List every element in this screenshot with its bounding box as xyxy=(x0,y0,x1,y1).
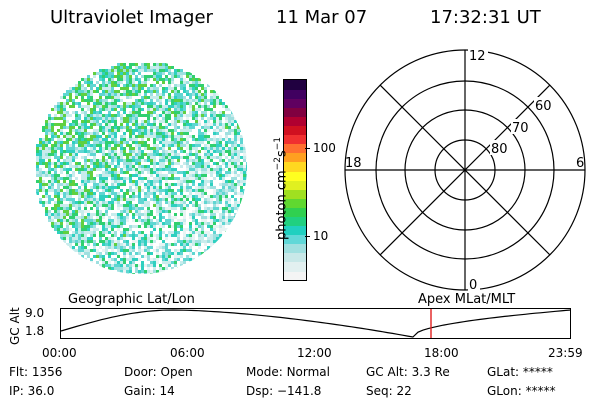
door-status: Door: Open xyxy=(124,365,193,379)
timeline-y-top: 9.0 xyxy=(25,306,45,320)
ip-value: 36.0 xyxy=(27,384,55,398)
gcalt-value: 3.3 Re xyxy=(411,365,450,379)
colorbar-segment xyxy=(284,116,306,127)
flt-label: Flt: xyxy=(9,365,28,379)
glat-label: GLat: xyxy=(487,365,520,379)
color-bar xyxy=(283,79,307,281)
apex-coord-label: Apex MLat/MLT xyxy=(418,292,516,307)
uv-image-disk xyxy=(33,60,247,274)
date-label: 11 Mar 07 xyxy=(276,7,368,28)
unit-text-s: s xyxy=(274,150,290,158)
polar-mlat-mlt-grid: 12 0 18 6 60 70 80 xyxy=(344,47,586,293)
mlat-label-60: 60 xyxy=(535,99,552,114)
gain-value: 14 xyxy=(159,384,175,398)
colorbar-segment xyxy=(284,134,306,145)
gcalt-label: GC Alt: xyxy=(366,365,408,379)
colorbar-segment xyxy=(284,270,306,280)
time-tick-2359: 23:59 xyxy=(548,346,583,360)
colorbar-segment xyxy=(284,252,306,263)
mode-label: Mode: xyxy=(246,365,283,379)
colorbar-unit-label: photon cm−2s−1 xyxy=(273,137,289,240)
colorbar-segment xyxy=(284,216,306,227)
glon-label: GLon: xyxy=(487,384,522,398)
mlt-label-12: 12 xyxy=(469,49,486,64)
gain-status: Gain: 14 xyxy=(124,384,175,398)
ip-status: IP: 36.0 xyxy=(9,384,54,398)
colorbar-segment xyxy=(284,89,306,99)
colorbar-segment xyxy=(284,234,306,245)
colorbar-segment xyxy=(284,107,306,117)
geographic-coord-label: Geographic Lat/Lon xyxy=(68,292,195,307)
mode-status: Mode: Normal xyxy=(246,365,330,379)
colorbar-tick xyxy=(305,236,310,237)
timeline-y-bottom: 1.8 xyxy=(25,324,45,338)
colorbar-tick-label-10: 10 xyxy=(313,229,329,243)
mlt-label-6: 6 xyxy=(576,156,584,171)
glat-status: GLat: ***** xyxy=(487,365,553,379)
timeline-axis-title: GC Alt xyxy=(8,307,22,345)
colorbar-tick xyxy=(305,148,310,149)
colorbar-segment xyxy=(284,243,306,254)
mode-value: Normal xyxy=(286,365,330,379)
colorbar-tick-label-100: 100 xyxy=(313,141,336,155)
colorbar-segment xyxy=(284,161,306,172)
time-tick-0000: 00:00 xyxy=(42,346,77,360)
door-value: Open xyxy=(160,365,193,379)
door-label: Door: xyxy=(124,365,157,379)
seq-label: Seq: xyxy=(366,384,393,398)
colorbar-segment xyxy=(284,98,306,108)
time-tick-1200: 12:00 xyxy=(297,346,332,360)
altitude-curve xyxy=(60,309,572,338)
colorbar-segment xyxy=(284,225,306,236)
colorbar-segment xyxy=(284,170,306,181)
time-tick-0600: 06:00 xyxy=(170,346,205,360)
flight-status: Flt: 1356 xyxy=(9,365,62,379)
colorbar-segment xyxy=(284,125,306,136)
mlat-label-70: 70 xyxy=(512,121,529,136)
seq-status: Seq: 22 xyxy=(366,384,412,398)
dsp-status: Dsp: −141.8 xyxy=(246,384,321,398)
dsp-value: −141.8 xyxy=(276,384,322,398)
colorbar-segment xyxy=(284,189,306,199)
orbit-altitude-timeline xyxy=(60,308,572,339)
dsp-label: Dsp: xyxy=(246,384,274,398)
mlt-label-18: 18 xyxy=(345,156,362,171)
gain-label: Gain: xyxy=(124,384,156,398)
colorbar-segment xyxy=(284,80,306,90)
time-label: 17:32:31 UT xyxy=(430,7,541,28)
colorbar-segment xyxy=(284,198,306,208)
glon-value: ***** xyxy=(525,384,556,398)
mlt-label-0: 0 xyxy=(469,278,477,293)
flt-value: 1356 xyxy=(31,365,63,379)
glat-value: ***** xyxy=(522,365,553,379)
unit-exp: −1 xyxy=(273,136,283,151)
time-tick-1800: 18:00 xyxy=(424,346,459,360)
instrument-title: Ultraviolet Imager xyxy=(50,7,213,28)
colorbar-segment xyxy=(284,180,306,190)
mlat-label-80: 80 xyxy=(491,142,508,157)
colorbar-segment xyxy=(284,143,306,154)
meridian-diag xyxy=(379,84,551,256)
seq-value: 22 xyxy=(396,384,412,398)
unit-exp: −2 xyxy=(273,157,283,171)
unit-text: photon cm xyxy=(274,170,290,240)
gc-alt-status: GC Alt: 3.3 Re xyxy=(366,365,450,379)
ip-label: IP: xyxy=(9,384,24,398)
colorbar-segment xyxy=(284,152,306,163)
colorbar-segment xyxy=(284,261,306,272)
colorbar-segment xyxy=(284,207,306,217)
glon-status: GLon: ***** xyxy=(487,384,556,398)
